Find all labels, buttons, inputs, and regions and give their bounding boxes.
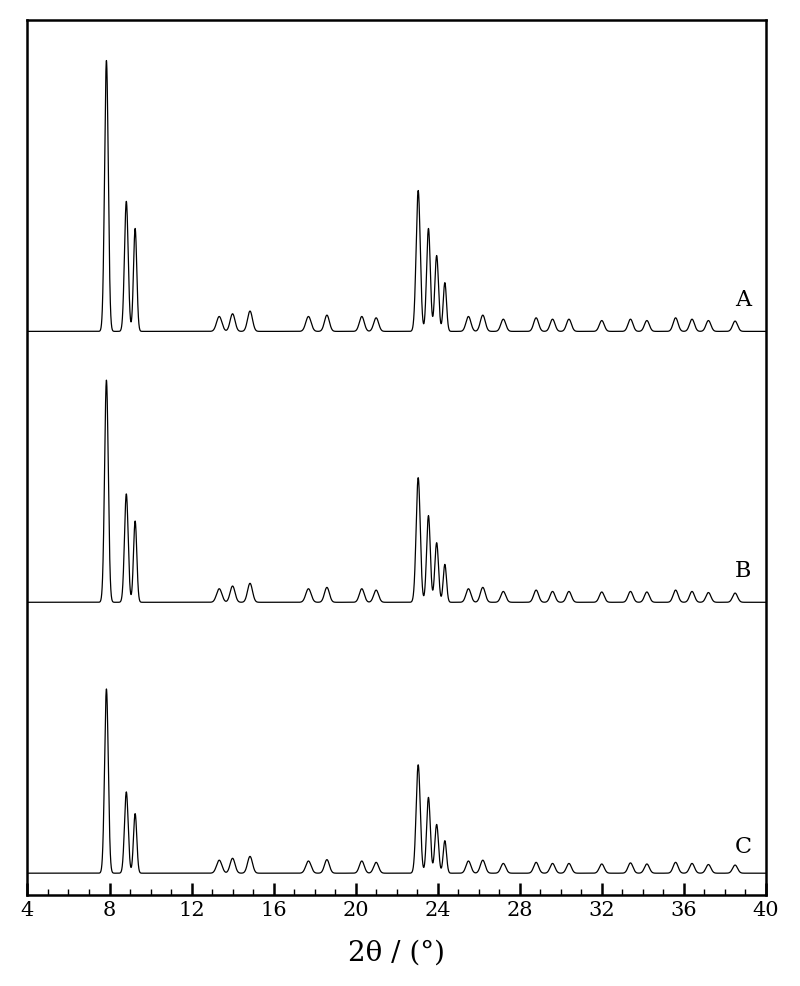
Text: C: C (735, 835, 752, 857)
X-axis label: 2θ / (°): 2θ / (°) (348, 939, 445, 965)
Text: A: A (735, 289, 751, 311)
Text: B: B (735, 559, 751, 581)
